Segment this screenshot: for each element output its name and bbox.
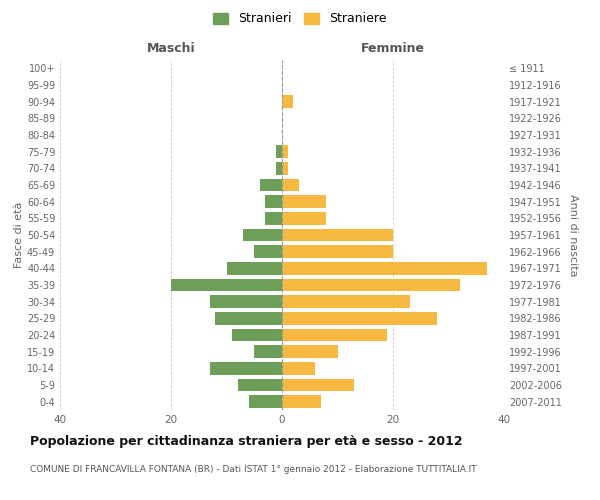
Bar	[282, 279, 460, 291]
Bar	[282, 396, 321, 408]
Bar	[171, 279, 282, 291]
Bar	[282, 262, 487, 274]
Bar	[215, 312, 282, 324]
Bar	[243, 229, 282, 241]
Bar	[282, 346, 337, 358]
Bar	[282, 196, 326, 208]
Bar	[277, 162, 282, 174]
Bar	[249, 396, 282, 408]
Bar	[232, 329, 282, 341]
Y-axis label: Fasce di età: Fasce di età	[14, 202, 24, 268]
Bar	[282, 329, 388, 341]
Bar	[227, 262, 282, 274]
Bar	[260, 179, 282, 192]
Bar	[282, 229, 393, 241]
Bar	[265, 196, 282, 208]
Bar	[282, 179, 299, 192]
Legend: Stranieri, Straniere: Stranieri, Straniere	[209, 8, 391, 29]
Y-axis label: Anni di nascita: Anni di nascita	[568, 194, 578, 276]
Text: COMUNE DI FRANCAVILLA FONTANA (BR) - Dati ISTAT 1° gennaio 2012 - Elaborazione T: COMUNE DI FRANCAVILLA FONTANA (BR) - Dat…	[30, 465, 476, 474]
Bar	[254, 246, 282, 258]
Bar	[282, 296, 410, 308]
Bar	[265, 212, 282, 224]
Bar	[282, 162, 287, 174]
Bar	[282, 362, 316, 374]
Bar	[282, 379, 354, 391]
Bar	[277, 146, 282, 158]
Bar	[282, 96, 293, 108]
Bar	[254, 346, 282, 358]
Bar	[282, 246, 393, 258]
Bar	[210, 296, 282, 308]
Text: Femmine: Femmine	[361, 42, 425, 55]
Bar	[238, 379, 282, 391]
Text: Popolazione per cittadinanza straniera per età e sesso - 2012: Popolazione per cittadinanza straniera p…	[30, 435, 463, 448]
Text: Maschi: Maschi	[146, 42, 196, 55]
Bar	[210, 362, 282, 374]
Bar	[282, 146, 287, 158]
Bar	[282, 312, 437, 324]
Bar	[282, 212, 326, 224]
